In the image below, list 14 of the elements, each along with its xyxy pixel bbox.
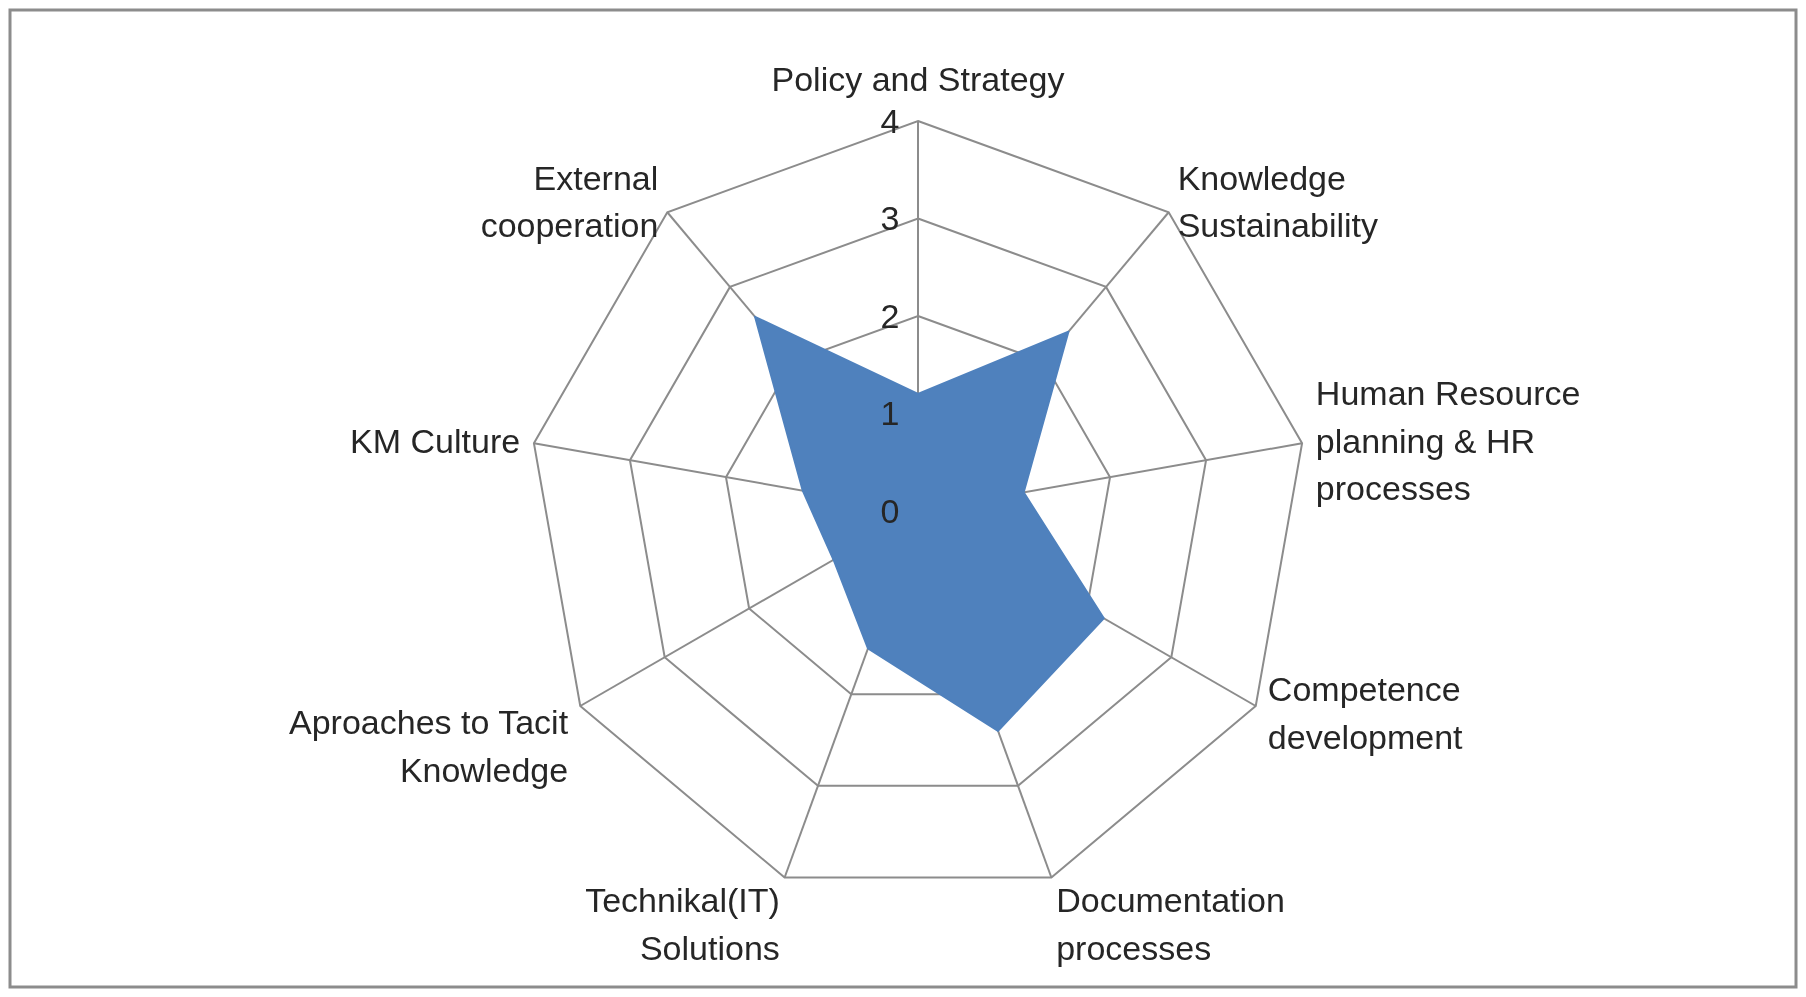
spoke-label: Aproaches to Tacit Knowledge (289, 703, 569, 790)
spoke-label: Technikal(IT) Solutions (585, 881, 780, 967)
y-tick-label: 0 (880, 491, 900, 530)
spoke-label: Competence development (1267, 670, 1464, 756)
y-tick-label: 4 (880, 101, 900, 140)
spoke-label: Human Resource planning & HR processes (1315, 374, 1581, 508)
spoke-label: KM Culture (350, 421, 521, 460)
spoke-label: Documentation processes (1056, 881, 1285, 967)
y-tick-label: 3 (880, 199, 900, 238)
spoke-label: Knowledge Sustainability (1177, 158, 1379, 245)
y-tick-label: 1 (880, 394, 900, 433)
spoke-label: External cooperation (480, 158, 659, 245)
spoke-label: Policy and Strategy (771, 60, 1065, 99)
y-tick-label: 2 (880, 296, 900, 335)
